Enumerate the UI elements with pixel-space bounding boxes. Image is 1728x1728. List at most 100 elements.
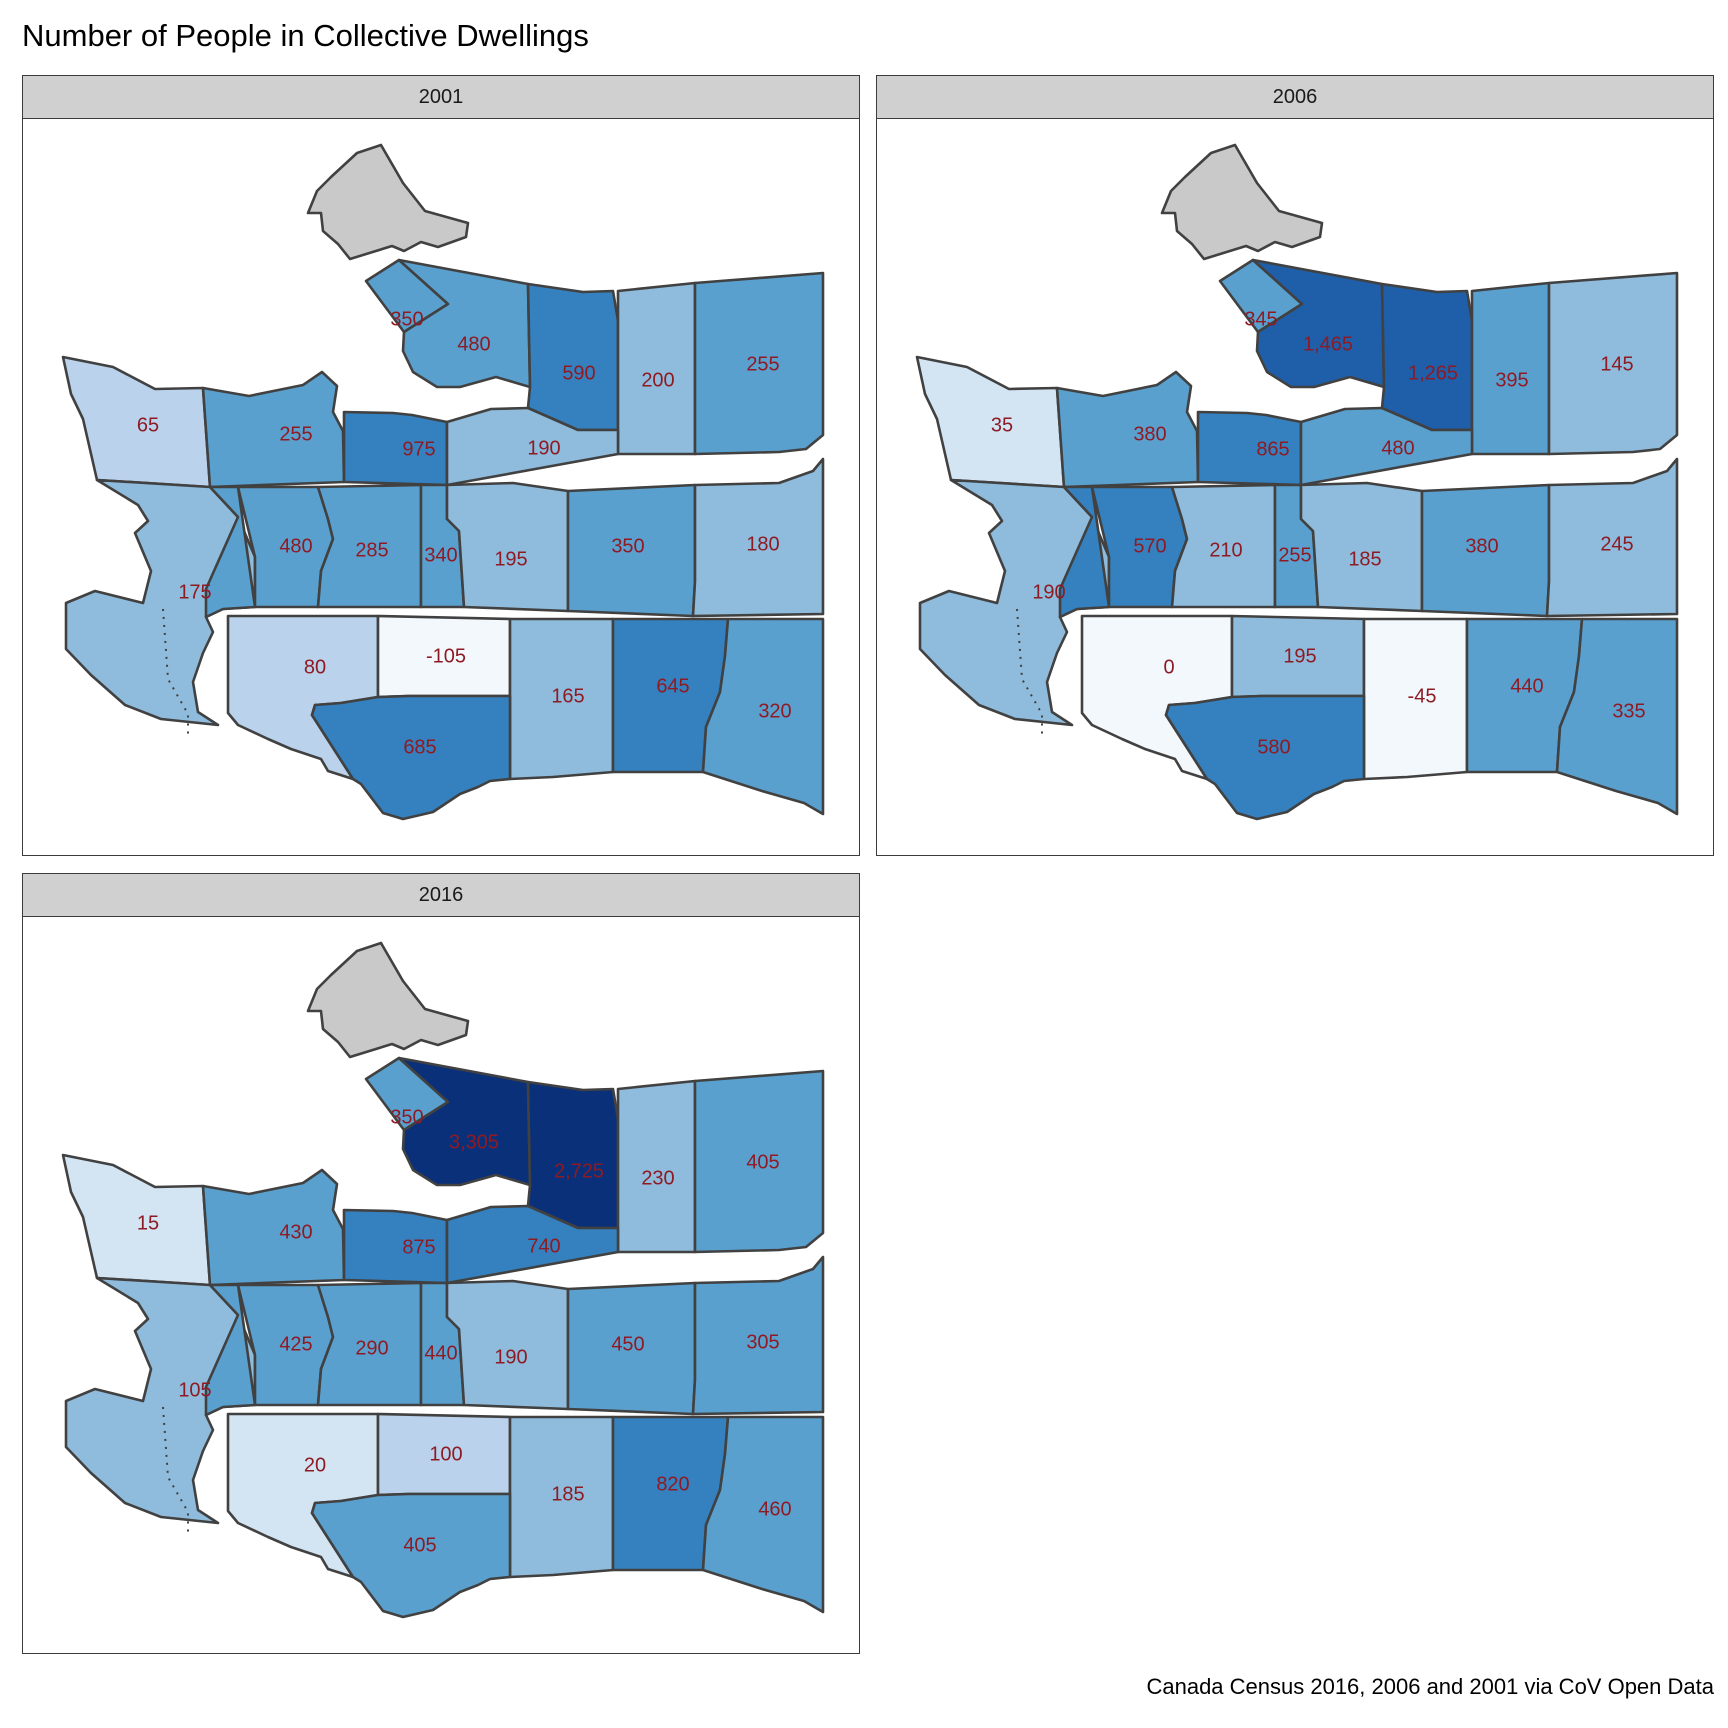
region-strathcona — [526, 282, 620, 432]
region-value-label: -105 — [426, 645, 466, 667]
region-value-label: 190 — [1032, 581, 1065, 603]
region-hastings-sunrise — [693, 1069, 825, 1254]
region-value-label: 65 — [137, 414, 159, 436]
panel-2001: 2001 350 480 590 200 255 65 255 975 190 175 480 285… — [22, 75, 860, 856]
region-riley-park — [1299, 481, 1424, 613]
region-marpole — [310, 1492, 512, 1619]
region-value-label: 255 — [746, 353, 779, 375]
region-hastings-sunrise — [693, 271, 825, 456]
region-renfrew-collingwood — [1545, 457, 1679, 618]
choropleth-map: 350 480 590 200 255 65 255 975 190 175 480 285 340 19… — [61, 143, 825, 821]
region-value-label: 185 — [551, 1483, 584, 1505]
choropleth-map: 350 3,305 2,725 230 405 15 430 875 740 105 425 290 4… — [61, 941, 825, 1619]
region-value-label: 430 — [279, 1221, 312, 1243]
region-value-label: 20 — [304, 1454, 326, 1476]
region-grandview-woodland — [616, 281, 697, 456]
region-value-label: 405 — [746, 1151, 779, 1173]
region-kitsilano — [201, 370, 346, 489]
region-value-label: 195 — [494, 548, 527, 570]
region-value-label: 350 — [390, 1106, 423, 1128]
region-value-label: 350 — [390, 308, 423, 330]
region-value-label: 210 — [1209, 539, 1242, 561]
region-kitsilano — [1055, 370, 1200, 489]
region-value-label: 145 — [1600, 353, 1633, 375]
source-caption: Canada Census 2016, 2006 and 2001 via Co… — [1146, 1674, 1714, 1699]
region-value-label: 2,725 — [554, 1160, 604, 1182]
region-value-label: 875 — [402, 1236, 435, 1258]
region-value-label: 345 — [1244, 308, 1277, 330]
region-value-label: 1,465 — [1303, 333, 1353, 355]
region-value-label: 190 — [527, 437, 560, 459]
region-value-label: 590 — [562, 362, 595, 384]
region-value-label: 820 — [656, 1473, 689, 1495]
region-value-label: 305 — [746, 1331, 779, 1353]
region-mount-pleasant — [1299, 406, 1474, 487]
region-value-label: 685 — [403, 736, 436, 758]
region-kitsilano — [201, 1168, 346, 1287]
region-value-label: 195 — [1283, 645, 1316, 667]
region-value-label: 200 — [641, 369, 674, 391]
region-value-label: 440 — [1510, 675, 1543, 697]
region-value-label: 380 — [1465, 535, 1498, 557]
region-value-label: 440 — [424, 1342, 457, 1364]
region-stanley-park — [306, 143, 470, 261]
region-value-label: 380 — [1133, 423, 1166, 445]
region-grandview-woodland — [616, 1079, 697, 1254]
map-area: 345 1,465 1,265 395 145 35 380 865 480 190 570 210 2… — [876, 119, 1714, 856]
region-value-label: 350 — [611, 535, 644, 557]
region-value-label: 285 — [355, 539, 388, 561]
region-value-label: 230 — [641, 1167, 674, 1189]
region-stanley-park — [1160, 143, 1324, 261]
region-mount-pleasant — [445, 1204, 620, 1285]
region-killarney — [1555, 617, 1679, 816]
region-renfrew-collingwood — [691, 1255, 825, 1416]
region-value-label: 570 — [1133, 535, 1166, 557]
region-value-label: 865 — [1256, 438, 1289, 460]
region-value-label: 190 — [494, 1346, 527, 1368]
region-value-label: 450 — [611, 1333, 644, 1355]
region-value-label: 100 — [429, 1443, 462, 1465]
region-value-label: 480 — [457, 333, 490, 355]
region-strathcona — [526, 1080, 620, 1230]
region-value-label: 255 — [279, 423, 312, 445]
region-grandview-woodland — [1470, 281, 1551, 456]
region-riley-park — [445, 481, 570, 613]
region-value-label: 165 — [551, 685, 584, 707]
region-value-label: 460 — [758, 1498, 791, 1520]
region-value-label: 975 — [402, 438, 435, 460]
region-value-label: 290 — [355, 1337, 388, 1359]
region-value-label: 320 — [758, 700, 791, 722]
region-value-label: 80 — [304, 656, 326, 678]
region-marpole — [1164, 694, 1366, 821]
region-strathcona — [1380, 282, 1474, 432]
panel-2016: 2016 350 3,305 2,725 230 405 15 430 875 740 105 42… — [22, 873, 860, 1654]
region-value-label: 185 — [1348, 548, 1381, 570]
region-value-label: 740 — [527, 1235, 560, 1257]
region-mount-pleasant — [445, 406, 620, 487]
region-value-label: 425 — [279, 1333, 312, 1355]
region-value-label: 395 — [1495, 369, 1528, 391]
region-value-label: 175 — [178, 581, 211, 603]
region-value-label: 1,265 — [1408, 362, 1458, 384]
region-value-label: 15 — [137, 1212, 159, 1234]
region-stanley-park — [306, 941, 470, 1059]
region-riley-park — [445, 1279, 570, 1411]
region-value-label: 645 — [656, 675, 689, 697]
region-value-label: 245 — [1600, 533, 1633, 555]
region-value-label: 335 — [1612, 700, 1645, 722]
region-value-label: 3,305 — [449, 1131, 499, 1153]
panel-strip-label: 2001 — [22, 75, 860, 119]
region-renfrew-collingwood — [691, 457, 825, 618]
chart-title: Number of People in Collective Dwellings — [22, 18, 589, 53]
region-value-label: 255 — [1278, 544, 1311, 566]
region-killarney — [701, 1415, 825, 1614]
region-value-label: 0 — [1163, 656, 1174, 678]
region-hastings-sunrise — [1547, 271, 1679, 456]
choropleth-map: 345 1,465 1,265 395 145 35 380 865 480 190 570 210 2… — [915, 143, 1679, 821]
panel-strip-label: 2006 — [876, 75, 1714, 119]
region-value-label: 405 — [403, 1534, 436, 1556]
map-area: 350 480 590 200 255 65 255 975 190 175 480 285 340 19… — [22, 119, 860, 856]
map-area: 350 3,305 2,725 230 405 15 430 875 740 105 425 290 4… — [22, 917, 860, 1654]
panel-strip-label: 2016 — [22, 873, 860, 917]
region-value-label: 35 — [991, 414, 1013, 436]
